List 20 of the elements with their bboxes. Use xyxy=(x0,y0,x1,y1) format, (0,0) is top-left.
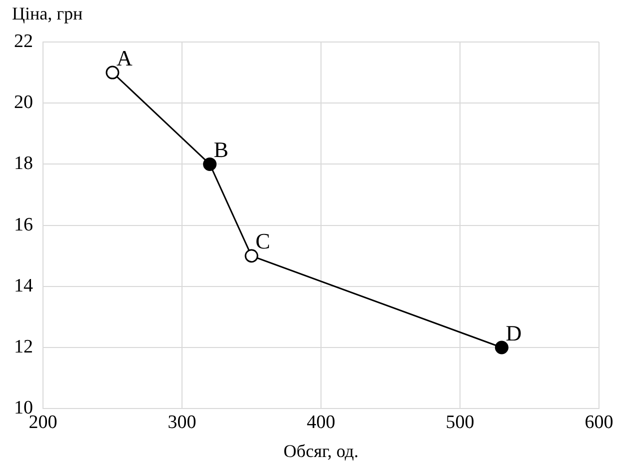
y-tick-label: 12 xyxy=(14,336,33,358)
point xyxy=(106,66,120,80)
y-axis-title: Ціна, грн xyxy=(12,4,84,24)
point xyxy=(494,340,508,354)
x-axis-title: Обсяг, од. xyxy=(284,440,358,461)
annotation: C xyxy=(256,228,270,254)
x-tick-label: 400 xyxy=(306,412,336,433)
y-tick-label: 16 xyxy=(14,214,33,236)
y-tick-label: 14 xyxy=(14,275,34,296)
x-tick-label: 600 xyxy=(584,412,614,433)
x-tick-label: 300 xyxy=(168,412,196,433)
annotation: D xyxy=(506,320,522,346)
y-tick-label: 18 xyxy=(14,153,33,174)
x-tick-label: 500 xyxy=(446,412,474,433)
point xyxy=(203,157,217,171)
annotation: A xyxy=(116,45,132,70)
annotation: B xyxy=(214,136,228,162)
point xyxy=(244,249,258,263)
y-tick-label: 22 xyxy=(14,30,33,52)
y-tick-label: 20 xyxy=(14,92,33,114)
